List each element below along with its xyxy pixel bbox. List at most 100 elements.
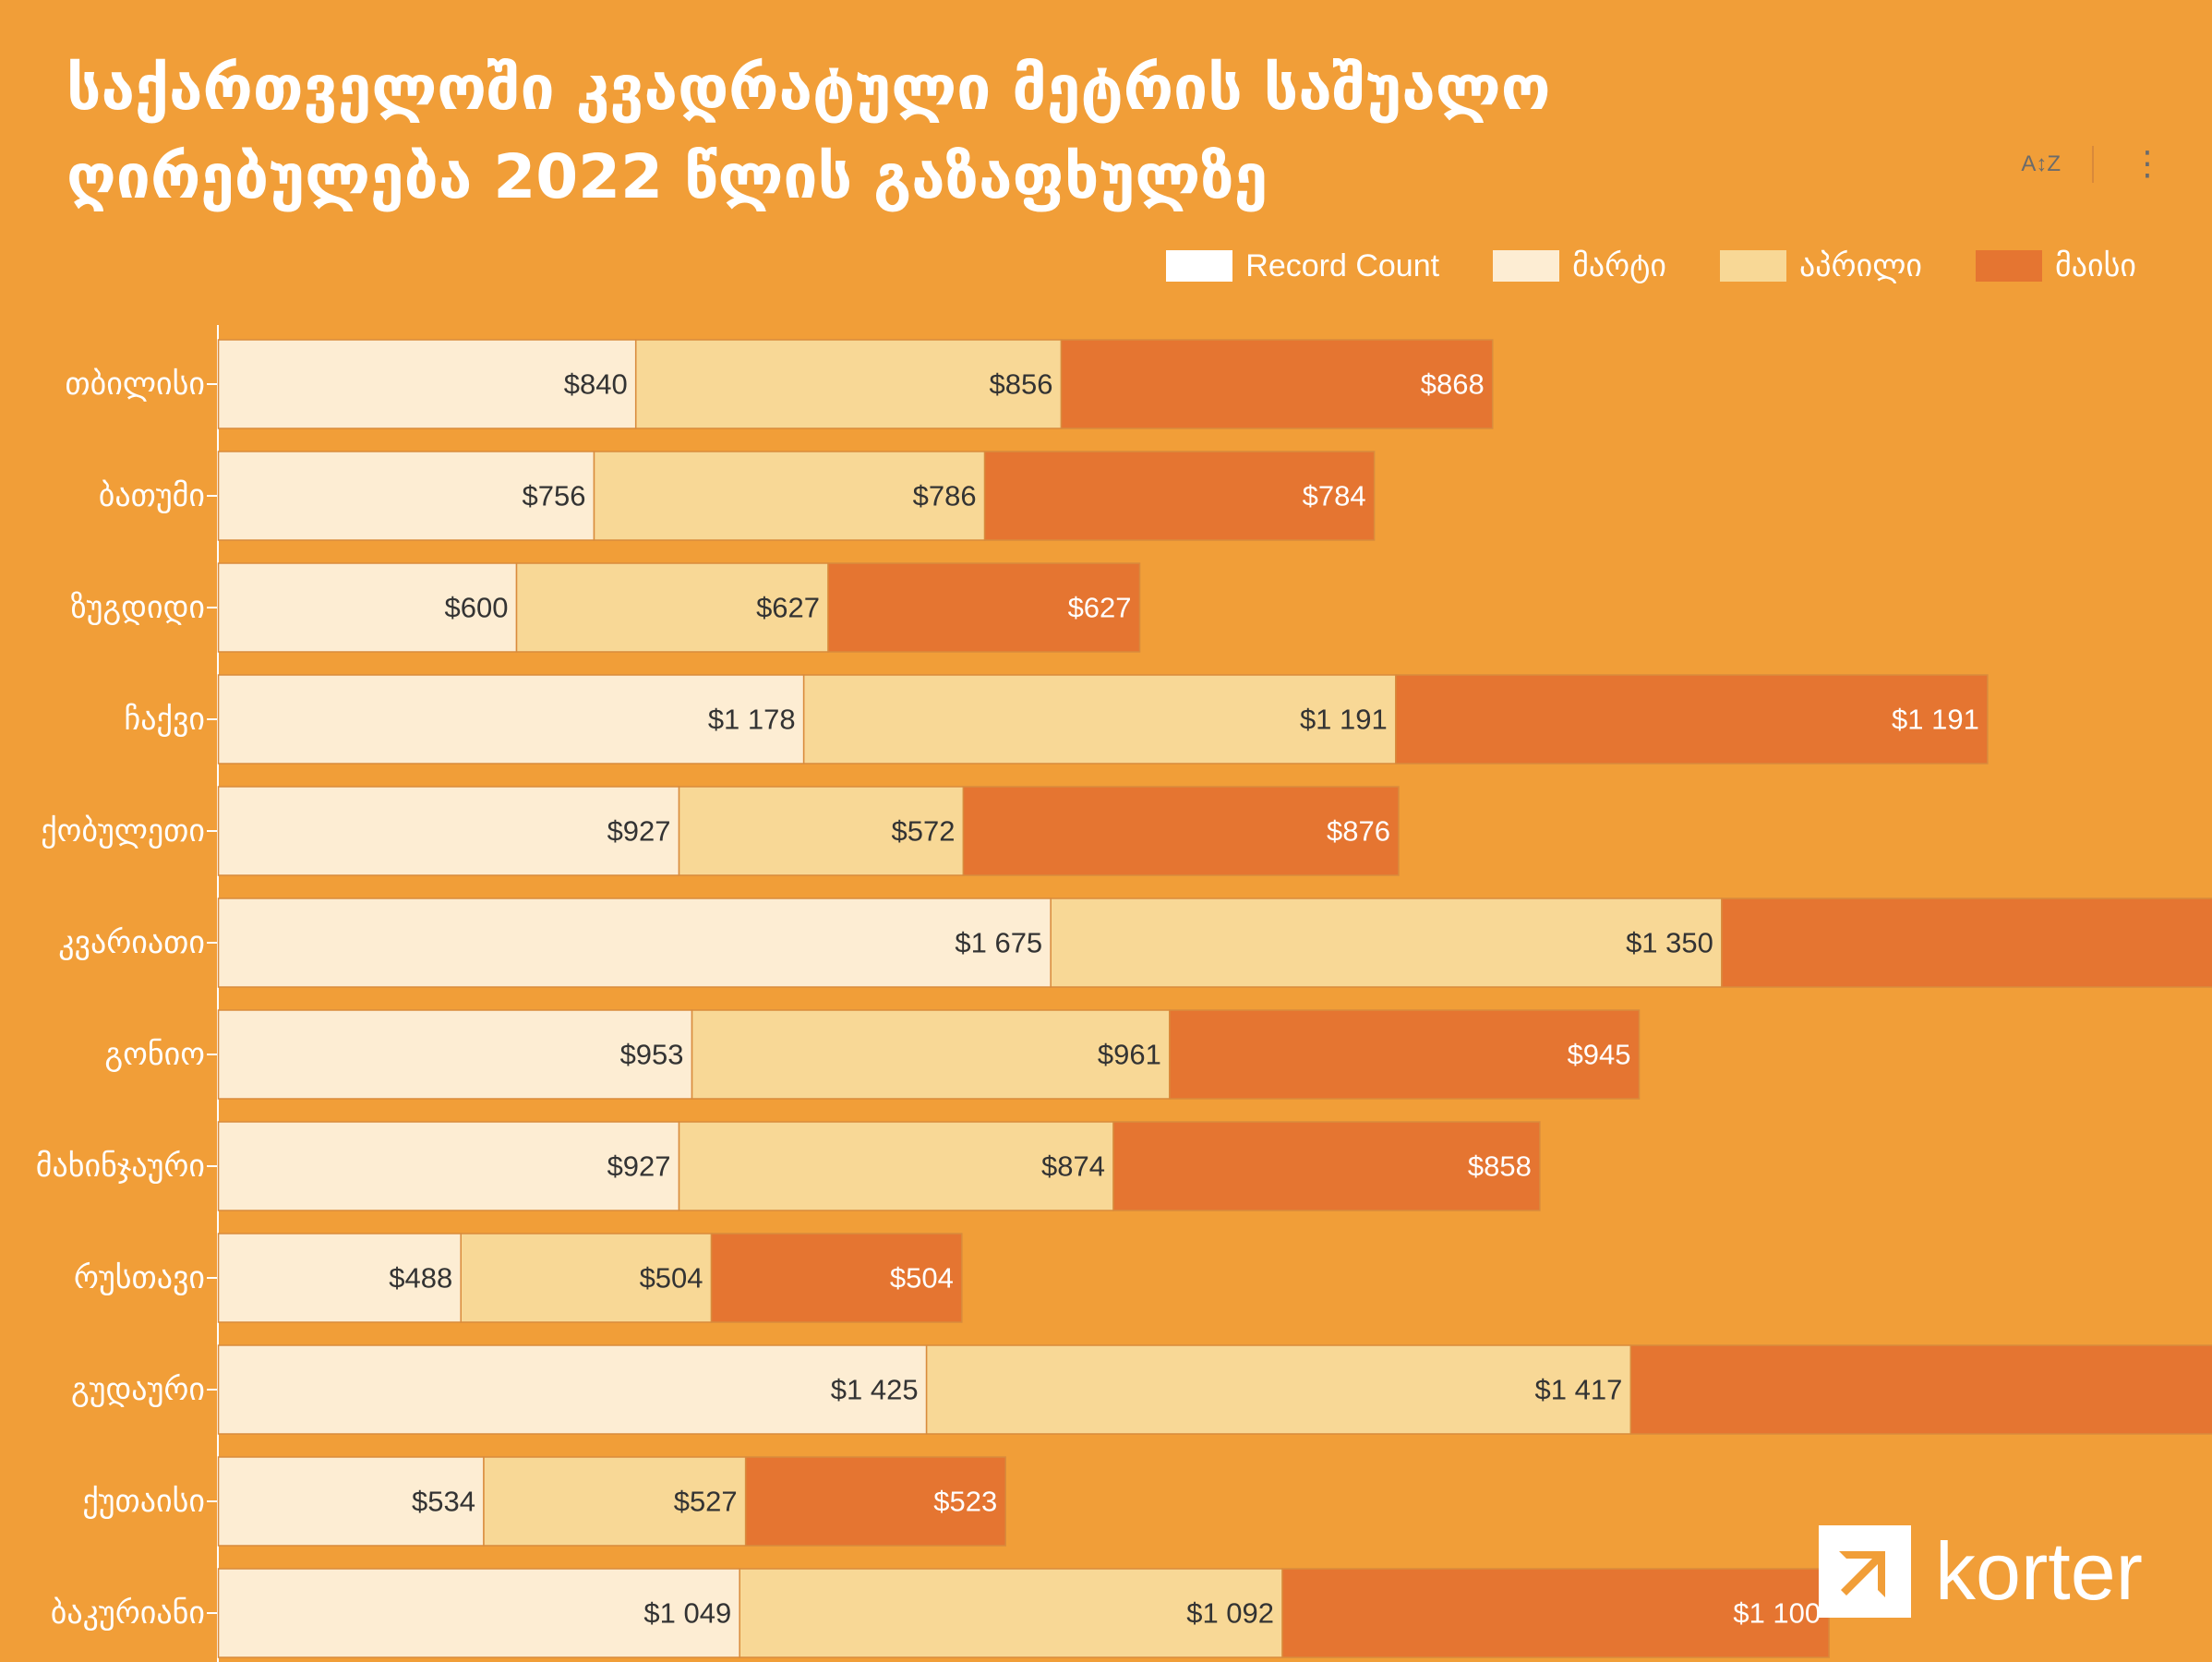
data-label: $1 191 xyxy=(1892,704,1979,736)
data-label: $523 xyxy=(933,1486,997,1518)
data-label: $868 xyxy=(1421,368,1485,401)
category-label: ქობულეთი xyxy=(41,813,205,849)
data-label: $504 xyxy=(640,1262,703,1295)
data-label: $1 350 xyxy=(1626,927,1713,959)
category-label: ჩაქვი xyxy=(125,702,206,738)
data-label: $927 xyxy=(607,815,671,848)
toolbar-divider xyxy=(2092,146,2094,183)
bar-segment xyxy=(1629,1344,2212,1435)
bar-segment xyxy=(217,897,1052,988)
legend-swatch xyxy=(1493,250,1560,282)
category-label: გუდაური xyxy=(71,1372,205,1408)
data-label: $534 xyxy=(412,1486,475,1518)
legend-label: აპრილი xyxy=(1799,248,1922,283)
bar-segment xyxy=(217,1344,928,1435)
legend-item[interactable]: აპრილი xyxy=(1720,247,1922,284)
bar-segment xyxy=(634,339,1063,429)
bar-segment xyxy=(217,1568,740,1658)
bar-segment xyxy=(217,786,680,876)
data-label: $600 xyxy=(445,592,509,624)
legend-swatch xyxy=(1976,250,2042,282)
sort-az-icon[interactable]: A↕Z xyxy=(2021,151,2061,176)
bar-segment xyxy=(217,339,637,429)
data-label: $1 049 xyxy=(643,1597,731,1630)
logo-text: korter xyxy=(1935,1525,2143,1617)
data-label: $876 xyxy=(1327,815,1390,848)
bar-segment xyxy=(1395,674,1989,765)
bar-segment xyxy=(1050,897,1723,988)
bar-segment xyxy=(744,1456,1006,1547)
legend-swatch xyxy=(1720,250,1787,282)
data-label: $504 xyxy=(890,1262,954,1295)
legend-label: მაისი xyxy=(2055,248,2136,283)
legend-item[interactable]: Record Count xyxy=(1166,248,1439,284)
data-label: $1 191 xyxy=(1300,704,1388,736)
data-label: $784 xyxy=(1303,480,1366,512)
data-label: $527 xyxy=(674,1486,738,1518)
data-label: $1 417 xyxy=(1535,1374,1623,1406)
legend-label: Record Count xyxy=(1245,247,1440,283)
bar-segment xyxy=(1169,1009,1641,1100)
bar-segment xyxy=(1060,339,1494,429)
category-label: გონიო xyxy=(104,1037,205,1072)
bar-segment xyxy=(802,674,1397,765)
legend-item[interactable]: მაისი xyxy=(1976,247,2136,284)
category-label: ქუთაისი xyxy=(82,1484,205,1520)
bar-segment xyxy=(678,786,965,876)
data-label: $961 xyxy=(1098,1039,1161,1071)
data-label: $488 xyxy=(389,1262,452,1295)
bar-segment xyxy=(1112,1121,1541,1211)
bar-segment xyxy=(827,562,1141,653)
data-label: $840 xyxy=(564,368,628,401)
data-label: $572 xyxy=(891,815,955,848)
chart-legend: Record Count მარტი აპრილი მაისი xyxy=(1112,247,2136,284)
category-label: კვარიათი xyxy=(58,925,205,961)
data-label: $627 xyxy=(1068,592,1132,624)
bar-segment xyxy=(217,562,518,653)
bar-segment xyxy=(217,674,805,765)
category-label: ზუგდიდი xyxy=(71,590,205,626)
data-label: $756 xyxy=(523,480,586,512)
data-label: $786 xyxy=(913,480,977,512)
arrow-logo-icon xyxy=(1819,1525,1911,1618)
data-label: $1 092 xyxy=(1186,1597,1274,1630)
bar-segment xyxy=(515,562,829,653)
bar-segment xyxy=(1721,897,2212,988)
bar-segment xyxy=(925,1344,1632,1435)
legend-swatch xyxy=(1166,250,1233,282)
data-label: $627 xyxy=(756,592,820,624)
data-label: $856 xyxy=(990,368,1053,401)
bar-segment xyxy=(1281,1568,1830,1658)
data-label: $1 100 xyxy=(1733,1597,1821,1630)
category-label: მახინჯაური xyxy=(36,1149,205,1185)
bar-segment xyxy=(710,1233,963,1323)
bar-segment xyxy=(983,451,1376,541)
data-label: $858 xyxy=(1468,1150,1532,1183)
data-label: $874 xyxy=(1041,1150,1105,1183)
legend-label: მარტი xyxy=(1572,248,1667,283)
data-label: $1 178 xyxy=(708,704,796,736)
bar-segment xyxy=(217,1121,680,1211)
data-label: $945 xyxy=(1568,1039,1631,1071)
more-options-icon[interactable]: ⋮ xyxy=(2131,145,2164,183)
bar-segment xyxy=(217,451,595,541)
category-label: ბაკურიანი xyxy=(51,1596,205,1632)
bar-segment xyxy=(691,1009,1171,1100)
data-label: $1 425 xyxy=(831,1374,919,1406)
korter-logo: korter xyxy=(1819,1525,2143,1618)
chart-toolbar: A↕Z ⋮ xyxy=(1990,138,2175,190)
bar-segment xyxy=(217,1233,462,1323)
bar-segment xyxy=(217,1009,693,1100)
legend-item[interactable]: მარტი xyxy=(1493,247,1666,284)
bar-segment xyxy=(739,1568,1283,1658)
category-label: თბილისი xyxy=(65,367,205,402)
data-label: $927 xyxy=(607,1150,671,1183)
bar-segment xyxy=(962,786,1400,876)
data-label: $1 675 xyxy=(955,927,1042,959)
category-label: ბათუმი xyxy=(99,478,205,514)
bar-segment xyxy=(593,451,986,541)
data-label: $953 xyxy=(620,1039,684,1071)
chart-title: საქართველოში კვადრატული მეტრის საშუალო ღ… xyxy=(66,53,1551,212)
category-label: რუსთავი xyxy=(74,1260,205,1296)
